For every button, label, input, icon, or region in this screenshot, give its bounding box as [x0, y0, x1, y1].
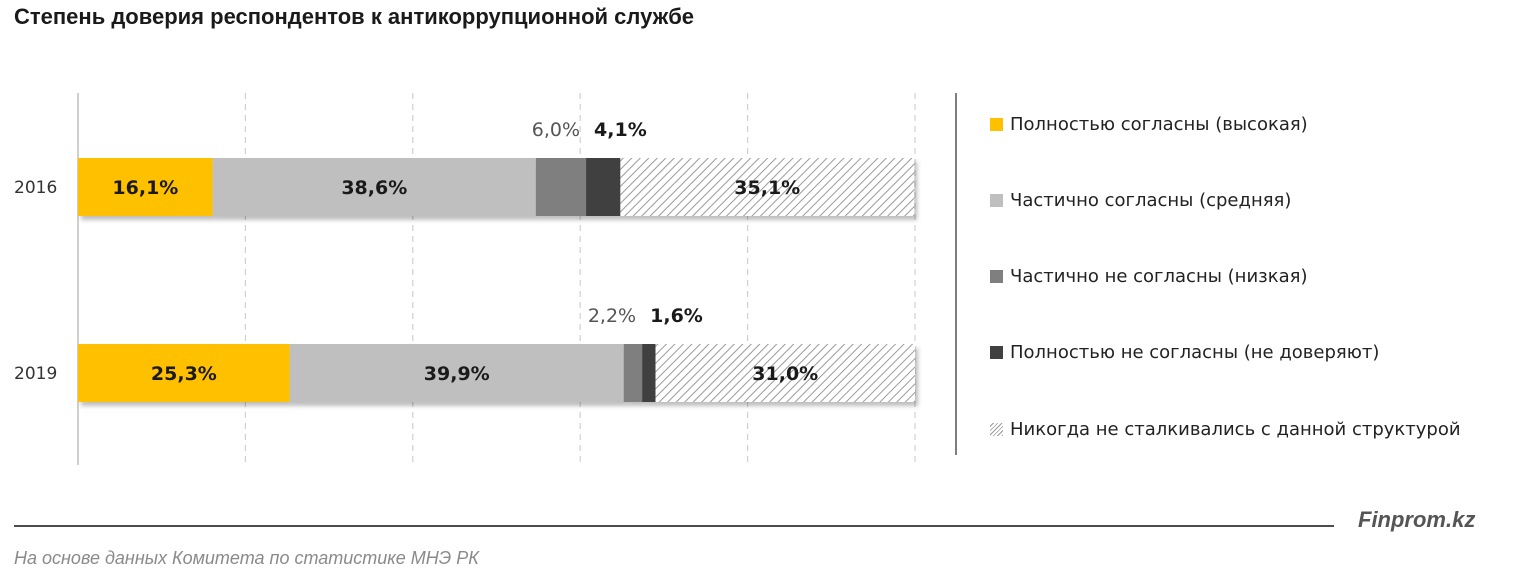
brand-logo-text: Finprom.kz [1358, 507, 1476, 532]
data-label: 6,0% [532, 119, 580, 141]
bar-row-2019 [78, 344, 915, 402]
data-label: 16,1% [112, 177, 178, 199]
legend-item: Полностью не согласны (не доверяют) [990, 342, 1379, 363]
bar-segment [642, 344, 656, 402]
data-label: 2,2% [588, 305, 636, 327]
data-label: 25,3% [151, 363, 217, 385]
bar-row-2016 [78, 158, 915, 216]
data-label: 31,0% [752, 363, 818, 385]
data-label: 39,9% [424, 363, 490, 385]
legend-item: Полностью согласны (высокая) [990, 114, 1308, 135]
bar-segment [78, 344, 290, 402]
legend-item: Частично не согласны (низкая) [990, 266, 1307, 287]
bar-segment [655, 344, 915, 402]
data-label: 35,1% [734, 177, 800, 199]
legend-swatch [990, 346, 1003, 359]
legend-swatch [990, 194, 1003, 207]
data-label: 4,1% [594, 119, 647, 141]
legend-item: Частично согласны (средняя) [990, 190, 1291, 211]
chart-title: Степень доверия респондентов к антикорру… [14, 4, 695, 29]
stacked-bar-chart: 16,1% 38,6% 35,1% 6,0% 4,1% 25,3% 39,9% 31,0% 2,… [14, 93, 916, 465]
bar-segment [212, 158, 536, 216]
legend-label: Никогда не сталкивались с данной структу… [1010, 419, 1461, 440]
legend-divider [955, 93, 957, 455]
bar-segment [623, 344, 643, 402]
category-label-2019: 2019 [14, 364, 57, 384]
legend-label: Полностью согласны (высокая) [1010, 114, 1308, 135]
legend-item: Никогда не сталкивались с данной структу… [990, 419, 1461, 440]
bar-segment [535, 158, 587, 216]
legend-label: Частично не согласны (низкая) [1010, 266, 1308, 287]
bar-segment [289, 344, 624, 402]
bar-segment [78, 158, 213, 216]
bar-segment [620, 158, 915, 216]
legend-swatch [990, 270, 1003, 283]
legend-label: Частично согласны (средняя) [1010, 190, 1292, 211]
bar-segment [586, 158, 621, 216]
data-label: 1,6% [650, 305, 703, 327]
data-label: 38,6% [341, 177, 407, 199]
legend-swatch [990, 423, 1003, 436]
legend-swatch [990, 118, 1003, 131]
source-note: На основе данных Комитета по статистике … [14, 548, 479, 568]
footer-rule [14, 525, 1334, 527]
legend-label: Полностью не согласны (не доверяют) [1010, 342, 1380, 363]
category-label-2016: 2016 [14, 178, 57, 198]
